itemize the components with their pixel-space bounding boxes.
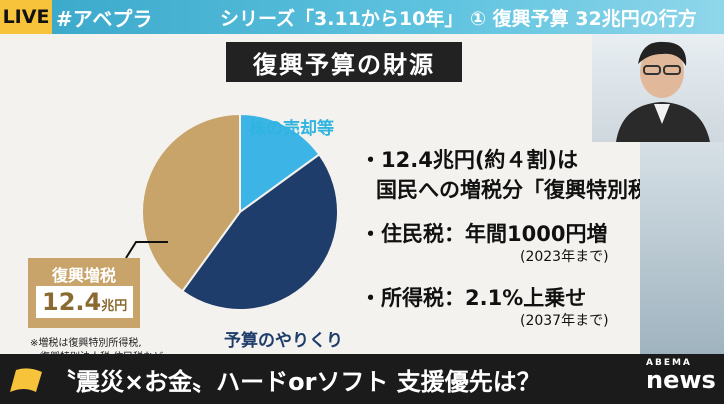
presenter-side <box>640 142 724 354</box>
pie-slice-2 <box>180 152 339 311</box>
live-badge: LIVE <box>0 0 52 34</box>
bullet-1: ・12.4兆円(約４割)は <box>360 148 579 172</box>
bullet-3: ・所得税：2.1%上乗せ <box>360 286 587 310</box>
headline: 〝震災×お金〟ハードorソフト 支援優先は？ <box>52 368 541 396</box>
bullet-2-sub: (2023年まで) <box>520 249 609 265</box>
pie-slice-1 <box>239 112 321 214</box>
pie-label-yarikuri: 予算のやりくり <box>224 331 343 351</box>
tax-box-value: 12.4兆円 <box>36 286 134 318</box>
pie-chart <box>141 112 339 311</box>
logo-main: news <box>646 366 716 394</box>
top-bar: LIVE #アベプラ シリーズ「3.11から10年」 ① 復興予算 32兆円の行… <box>0 0 724 34</box>
tax-value-unit: 兆円 <box>101 299 128 314</box>
bullet-3-sub: (2037年まで) <box>520 313 609 329</box>
slide-title: 復興予算の財源 <box>226 42 462 82</box>
abema-news-logo: ABEMA news <box>646 358 720 400</box>
hashtag: #アベプラ <box>56 6 153 31</box>
pie-slice-0 <box>141 112 241 293</box>
tax-box-title: 復興増税 <box>51 266 116 285</box>
flag-icon <box>10 368 42 392</box>
bullet-2: ・住民税：年間1000円増 <box>360 222 608 246</box>
pie-label-stock: 株の売却等 <box>249 119 334 139</box>
bottom-bar: 〝震災×お金〟ハードorソフト 支援優先は？ ABEMA news <box>0 354 724 404</box>
leader-line <box>125 241 168 259</box>
presenter-icon <box>616 41 710 142</box>
presenter-camera <box>592 34 724 142</box>
slide-panel: 復興予算の財源 株の売却等 予算のやりくり 復興増税 12.4兆円 ※増税は復興… <box>0 34 670 363</box>
series-title: シリーズ「3.11から10年」 ① 復興予算 32兆円の行方 <box>220 7 697 30</box>
tax-increase-box: 復興増税 12.4兆円 <box>28 258 140 328</box>
tax-value-number: 12.4 <box>42 288 102 316</box>
bullet-1-cont: 国民への増税分「復興特別税」 <box>376 178 670 202</box>
logo-top: ABEMA <box>646 358 692 368</box>
note-line-1: ※増税は復興特別所得税, <box>30 338 142 349</box>
